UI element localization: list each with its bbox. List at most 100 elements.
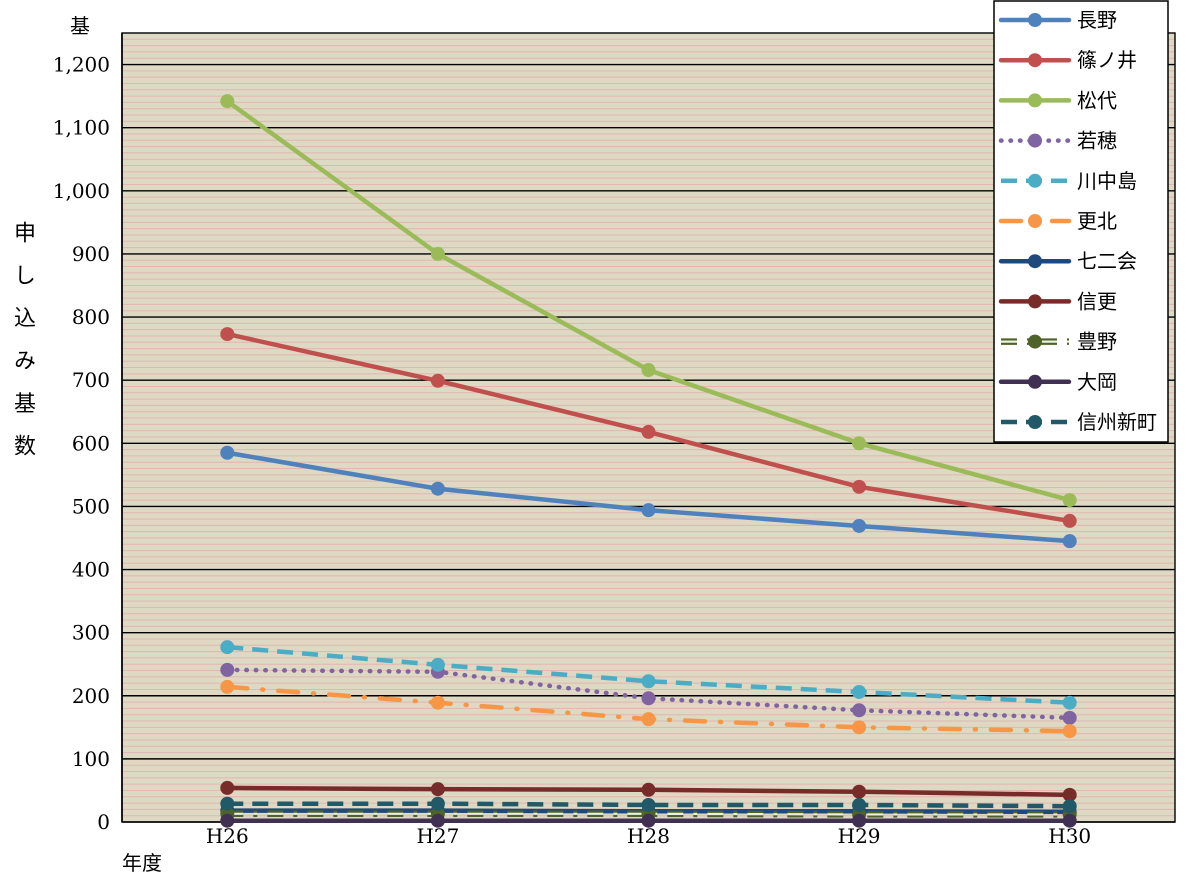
legend-marker bbox=[1028, 415, 1042, 429]
data-point bbox=[430, 782, 445, 797]
legend-item: 信州新町 bbox=[1001, 410, 1157, 434]
legend-label: 更北 bbox=[1077, 209, 1117, 233]
legend-label: 七二会 bbox=[1077, 249, 1137, 273]
data-point bbox=[430, 813, 445, 828]
data-point bbox=[1062, 534, 1077, 549]
series bbox=[220, 445, 1077, 549]
data-point bbox=[641, 503, 656, 518]
data-point bbox=[430, 657, 445, 672]
data-point bbox=[220, 327, 235, 342]
data-point bbox=[1062, 813, 1077, 828]
y-tick-label: 1,100 bbox=[53, 116, 110, 140]
y-tick-label: 1,200 bbox=[53, 53, 110, 77]
x-tick-label: H26 bbox=[206, 824, 249, 848]
data-point bbox=[641, 813, 656, 828]
series bbox=[220, 679, 1077, 739]
data-point bbox=[1062, 799, 1077, 814]
data-point bbox=[220, 679, 235, 694]
data-point bbox=[220, 662, 235, 677]
series-line bbox=[225, 667, 1072, 721]
legend-marker bbox=[1028, 173, 1042, 188]
y-tick-label: 0 bbox=[97, 810, 110, 834]
series bbox=[220, 813, 1077, 828]
data-point bbox=[1062, 724, 1077, 739]
data-point bbox=[852, 436, 867, 451]
legend-marker bbox=[1028, 374, 1042, 389]
data-point bbox=[852, 720, 867, 735]
legend-marker bbox=[1028, 13, 1042, 27]
data-point bbox=[1062, 493, 1077, 508]
legend-item: 信更 bbox=[998, 289, 1117, 313]
legend-label: 信州新町 bbox=[1077, 410, 1157, 434]
data-point bbox=[220, 640, 235, 655]
data-point bbox=[641, 797, 656, 812]
legend-marker bbox=[1028, 133, 1042, 148]
legend-label: 豊野 bbox=[1077, 330, 1117, 354]
data-point bbox=[641, 712, 656, 727]
y-tick-label: 600 bbox=[72, 431, 110, 455]
data-point bbox=[852, 518, 867, 533]
data-point bbox=[852, 813, 867, 828]
legend-marker bbox=[1028, 53, 1042, 68]
y-tick-label: 400 bbox=[72, 558, 110, 582]
series bbox=[220, 94, 1077, 508]
legend-marker bbox=[1028, 294, 1042, 309]
y-tick-label: 1,000 bbox=[53, 179, 110, 203]
y-axis-title: 申し込み基数 bbox=[10, 221, 35, 477]
y-axis-unit: 基 bbox=[70, 14, 90, 38]
data-point bbox=[641, 782, 656, 797]
series-line bbox=[227, 801, 1070, 809]
y-tick-label: 800 bbox=[72, 305, 110, 329]
legend-item: 川中島 bbox=[1001, 169, 1137, 193]
legend-label: 篠ノ井 bbox=[1077, 48, 1137, 72]
y-tick-label: 100 bbox=[72, 747, 110, 771]
series bbox=[220, 796, 1077, 814]
x-tick-label: H27 bbox=[416, 824, 459, 848]
y-tick-label: 900 bbox=[72, 242, 110, 266]
data-point bbox=[641, 363, 656, 378]
data-point bbox=[852, 684, 867, 699]
legend-item: 更北 bbox=[998, 209, 1117, 233]
legend-item: 松代 bbox=[998, 88, 1117, 112]
series bbox=[220, 662, 1077, 725]
data-point bbox=[220, 813, 235, 828]
x-axis-tick-labels: H26 H27 H28 H29 H30 bbox=[206, 824, 1091, 848]
series-line bbox=[227, 644, 1070, 705]
series bbox=[220, 640, 1077, 710]
legend-label: 長野 bbox=[1077, 8, 1117, 32]
data-point bbox=[430, 695, 445, 710]
data-point bbox=[852, 797, 867, 812]
x-tick-label: H29 bbox=[838, 824, 881, 848]
y-tick-label: 500 bbox=[72, 494, 110, 518]
y-tick-label: 200 bbox=[72, 684, 110, 708]
data-point bbox=[852, 703, 867, 718]
data-point bbox=[1062, 513, 1077, 528]
legend-label: 信更 bbox=[1077, 289, 1117, 313]
legend-label: 川中島 bbox=[1077, 169, 1137, 193]
data-point bbox=[220, 94, 235, 109]
y-axis-tick-labels: 0 100 200 300 400 500 600 700 800 900 1,000 1,100 1,… bbox=[53, 53, 110, 834]
series-group bbox=[220, 94, 1077, 828]
y-tick-label: 300 bbox=[72, 621, 110, 645]
data-point bbox=[641, 424, 656, 439]
series bbox=[220, 780, 1077, 802]
data-point bbox=[852, 784, 867, 799]
x-tick-label: H28 bbox=[627, 824, 670, 848]
minor-gridlines bbox=[122, 38, 1175, 817]
legend-marker bbox=[1028, 93, 1042, 108]
x-tick-label: H30 bbox=[1048, 824, 1091, 848]
data-point bbox=[220, 445, 235, 460]
legend-item: 篠ノ井 bbox=[998, 48, 1137, 72]
legend-item: 長野 bbox=[998, 8, 1117, 32]
data-point bbox=[430, 246, 445, 261]
legend-item: 豊野 bbox=[1001, 330, 1117, 354]
legend-label: 松代 bbox=[1077, 88, 1117, 112]
legend-label: 若穂 bbox=[1077, 129, 1117, 153]
series bbox=[220, 327, 1077, 528]
legend-item: 若穂 bbox=[998, 129, 1117, 153]
legend-item: 七二会 bbox=[998, 249, 1137, 273]
data-point bbox=[852, 479, 867, 494]
data-point bbox=[220, 780, 235, 795]
